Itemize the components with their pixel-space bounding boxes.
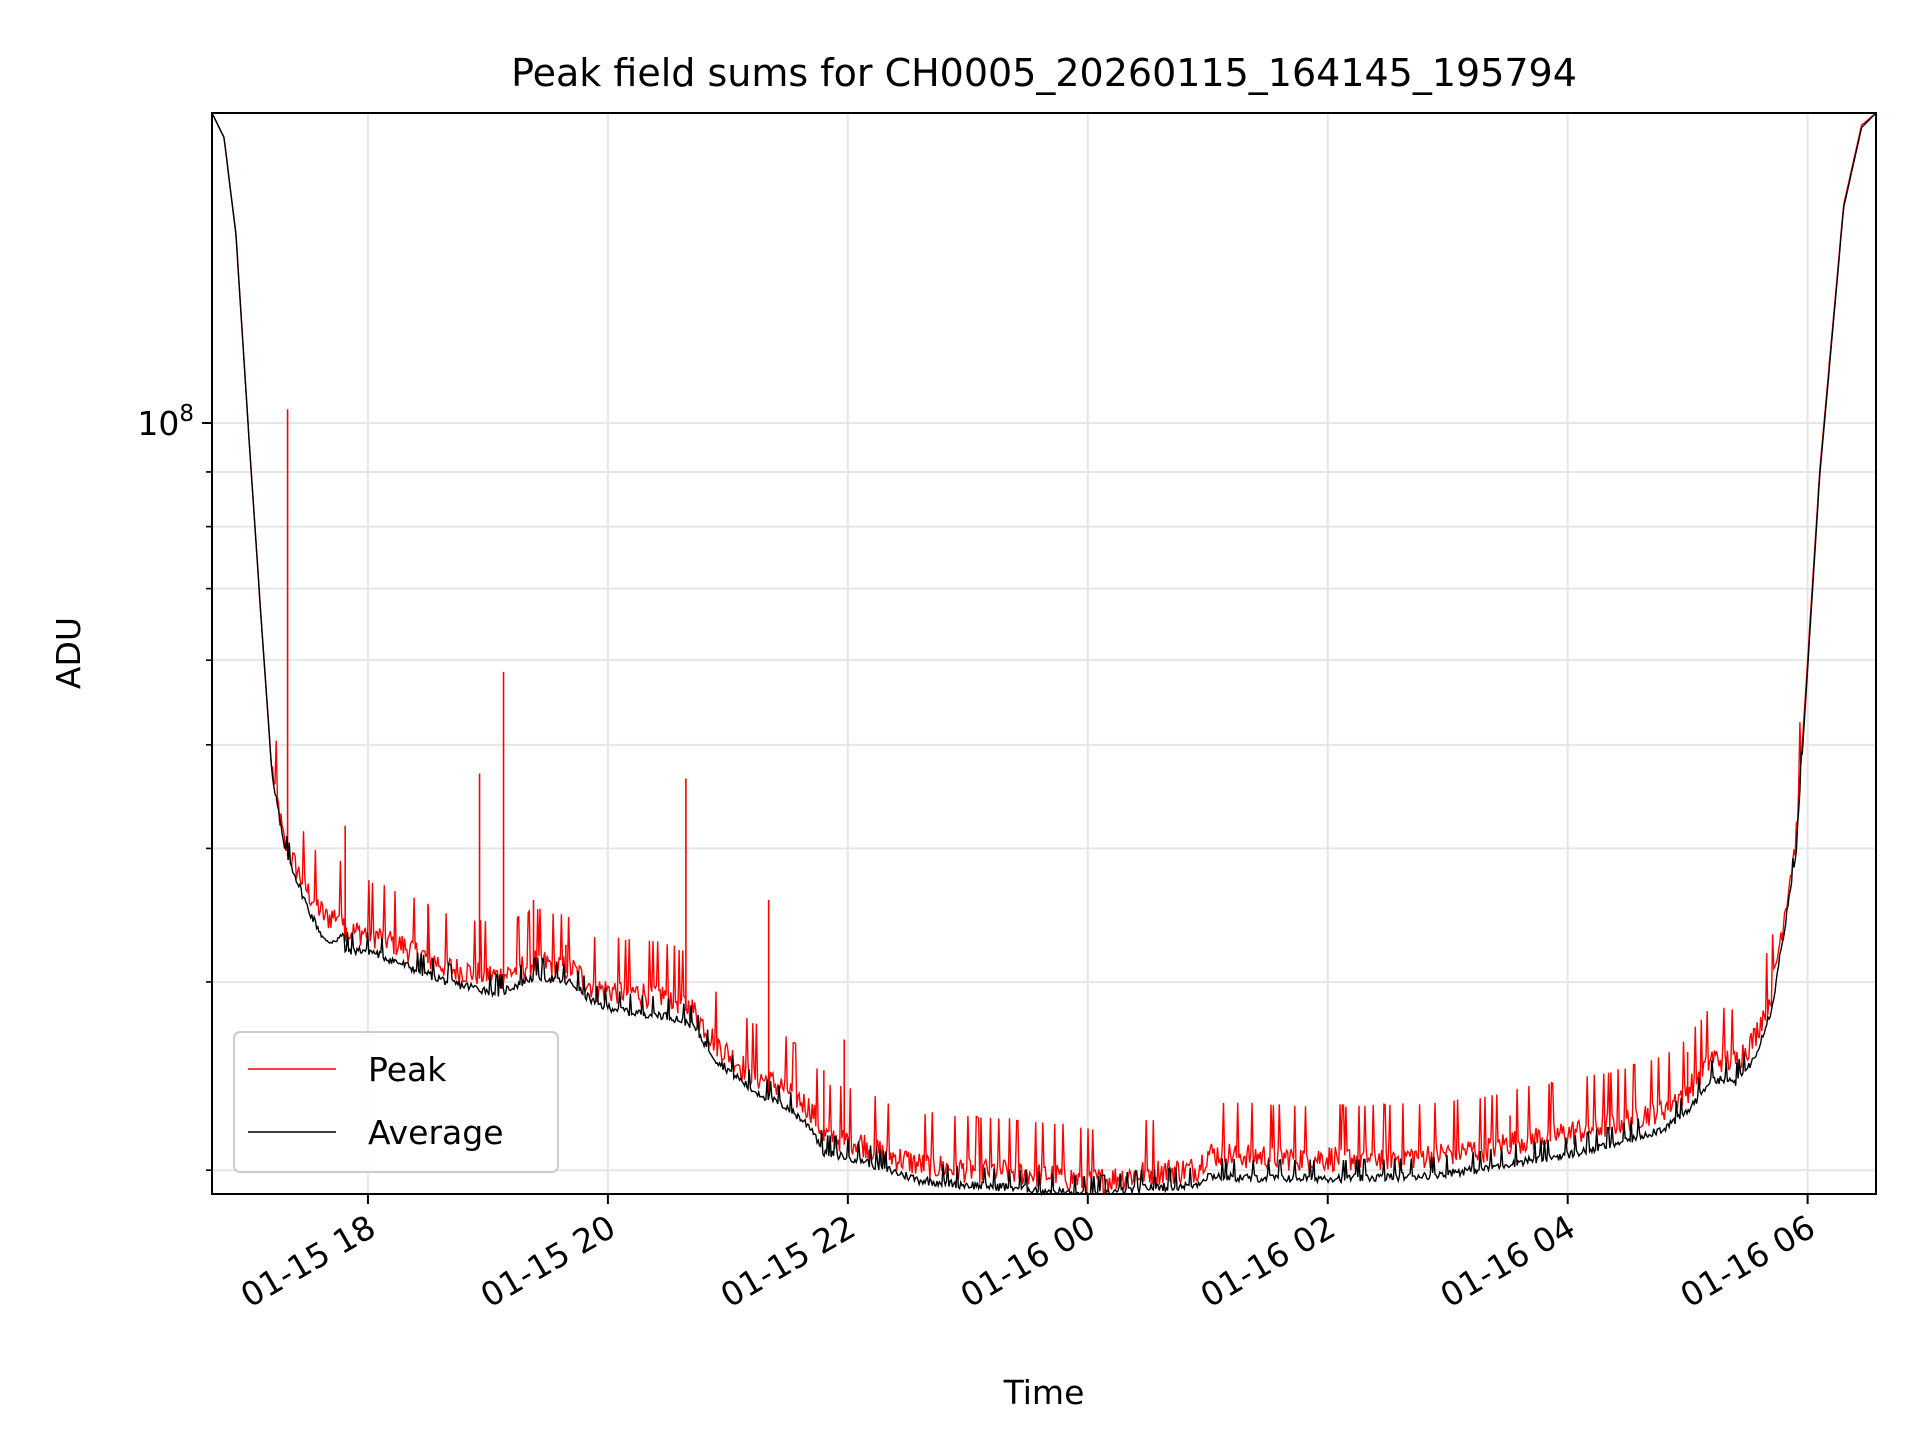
x-axis-label: Time	[1003, 1373, 1085, 1412]
y-axis-label: ADU	[49, 617, 88, 689]
y-tick-label: 108	[137, 401, 194, 443]
legend: Peak Average	[233, 1031, 559, 1173]
legend-box	[233, 1031, 559, 1173]
legend-peak-label: Peak	[368, 1050, 447, 1089]
chart-title: Peak field sums for CH0005_20260115_1641…	[511, 51, 1577, 95]
y-axis-ticks: 108	[137, 401, 212, 1171]
legend-average-label: Average	[368, 1113, 504, 1152]
plot-frame	[211, 112, 1877, 1195]
